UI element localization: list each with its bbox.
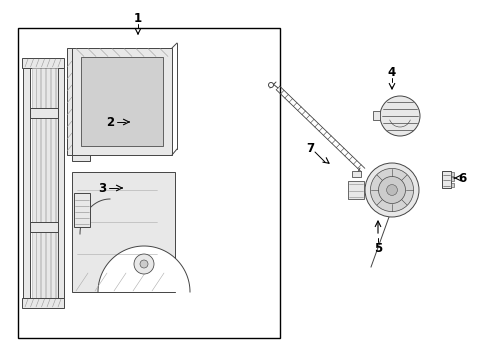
Bar (351, 171, 360, 177)
Text: 6: 6 (457, 171, 465, 185)
Polygon shape (56, 68, 60, 298)
Polygon shape (72, 155, 90, 161)
Polygon shape (22, 298, 64, 308)
Polygon shape (67, 48, 72, 155)
Text: 2: 2 (106, 116, 114, 129)
Polygon shape (74, 193, 90, 227)
Text: 5: 5 (373, 242, 381, 255)
Text: 1: 1 (134, 12, 142, 24)
Polygon shape (36, 68, 40, 298)
Circle shape (140, 260, 148, 268)
Circle shape (268, 82, 273, 87)
Polygon shape (22, 58, 64, 68)
Circle shape (134, 254, 154, 274)
Bar (18, 28, 280, 338)
Text: 7: 7 (305, 141, 313, 154)
Bar (450, 177, 453, 181)
Bar (450, 172, 453, 176)
Polygon shape (98, 246, 190, 292)
Polygon shape (30, 108, 58, 118)
Bar (347, 181, 363, 199)
Polygon shape (72, 172, 175, 292)
Polygon shape (58, 68, 64, 298)
Circle shape (364, 163, 418, 217)
Bar (450, 183, 453, 186)
Polygon shape (46, 68, 50, 298)
Bar (441, 171, 450, 188)
Polygon shape (72, 48, 172, 155)
Circle shape (386, 185, 397, 195)
Polygon shape (41, 68, 45, 298)
Text: 4: 4 (387, 66, 395, 78)
Bar (372, 111, 379, 120)
Polygon shape (30, 222, 58, 232)
Polygon shape (23, 68, 30, 298)
Polygon shape (81, 57, 163, 146)
Polygon shape (51, 68, 55, 298)
Text: 3: 3 (98, 181, 106, 194)
Circle shape (369, 168, 413, 212)
Polygon shape (32, 68, 36, 298)
Circle shape (378, 176, 405, 203)
Circle shape (379, 96, 419, 136)
